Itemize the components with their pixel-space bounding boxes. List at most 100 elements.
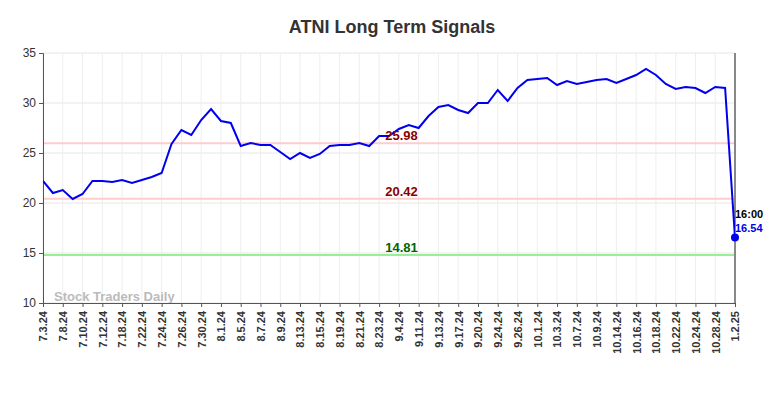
y-tick: 35 (23, 46, 43, 60)
grid-line (201, 53, 202, 303)
y-axis: 10 15 20 25 30 35 (23, 46, 44, 310)
x-tick: 9.17.24 (453, 303, 465, 348)
x-tick-label: 1.2.25 (729, 311, 741, 342)
x-tick-mark (597, 303, 598, 307)
x-tick: 8.15.24 (314, 303, 326, 348)
grid-line (379, 53, 380, 303)
x-tick: 9.26.24 (512, 303, 524, 348)
x-tick-label: 8.5.24 (235, 310, 247, 341)
x-tick: 1.2.25 (729, 303, 741, 342)
x-tick-label: 7.8.24 (57, 310, 69, 341)
grid-line (418, 53, 419, 303)
grid-line (458, 53, 459, 303)
x-tick-mark (715, 303, 716, 307)
grid (43, 53, 735, 303)
x-tick-mark (122, 303, 123, 307)
x-tick: 8.9.24 (275, 303, 287, 342)
x-tick: 9.24.24 (492, 303, 504, 348)
x-tick: 10.3.24 (551, 303, 563, 348)
title: ATNI Long Term Signals (289, 17, 495, 37)
grid-line (537, 53, 538, 303)
y-tick-label: 25 (23, 146, 37, 160)
last-time-label: 16:00 (735, 208, 763, 220)
y-tick-label: 30 (23, 96, 37, 110)
grid-line (319, 53, 320, 303)
x-tick: 8.23.24 (373, 303, 385, 348)
grid-line (43, 203, 735, 204)
x-tick-mark (557, 303, 558, 307)
x-tick-mark (735, 303, 736, 307)
x-tick-mark (458, 303, 459, 307)
x-tick: 10.22.24 (670, 303, 682, 354)
x-tick-mark (241, 303, 242, 307)
y-tick: 20 (23, 196, 43, 210)
watermark: Stock Traders Daily (54, 289, 175, 304)
x-tick: 9.4.24 (393, 303, 405, 342)
x-tick-label: 10.3.24 (551, 310, 563, 348)
grid-line (477, 53, 478, 303)
grid-line (43, 103, 735, 104)
x-tick-mark (656, 303, 657, 307)
x-tick-label: 9.4.24 (393, 310, 405, 341)
x-tick-mark (221, 303, 222, 307)
reference-lines (43, 143, 735, 255)
grid-line (300, 53, 301, 303)
x-tick-label: 7.24.24 (156, 310, 168, 348)
y-tick-mark (39, 253, 43, 254)
x-tick-label: 8.7.24 (255, 310, 267, 341)
grid-line (438, 53, 439, 303)
x-tick: 8.1.24 (215, 303, 227, 342)
x-tick-mark (83, 303, 84, 307)
x-tick-label: 10.7.24 (571, 310, 583, 348)
y-tick-mark (39, 103, 43, 104)
x-tick-mark (379, 303, 380, 307)
x-tick-mark (399, 303, 400, 307)
y-tick-mark (39, 153, 43, 154)
x-tick-label: 8.23.24 (373, 310, 385, 348)
x-tick: 10.1.24 (532, 303, 544, 348)
y-tick-label: 10 (23, 296, 37, 310)
x-tick-label: 8.9.24 (275, 310, 287, 341)
x-tick: 7.3.24 (37, 303, 49, 342)
grid-line (695, 53, 696, 303)
y-tick: 25 (23, 146, 43, 160)
x-tick-mark (162, 303, 163, 307)
x-axis-line (44, 304, 736, 308)
x-tick-label: 10.16.24 (630, 310, 642, 354)
grid-line (141, 53, 142, 303)
x-tick: 7.10.24 (77, 303, 89, 348)
y-tick: 15 (23, 246, 43, 260)
x-tick: 8.21.24 (354, 303, 366, 348)
grid-line (43, 153, 735, 154)
grid-line (398, 53, 399, 303)
y-tick: 10 (23, 296, 43, 310)
grid-line (220, 53, 221, 303)
x-tick-mark (419, 303, 420, 307)
grid-line (240, 53, 241, 303)
chart: Stock Traders Daily 7.3.24 7.8.24 7.10.24 7.… (0, 0, 784, 398)
x-tick-mark (518, 303, 519, 307)
x-tick-label: 7.22.24 (136, 310, 148, 348)
y-tick-mark (39, 303, 43, 304)
grid-line (43, 53, 735, 54)
x-tick-label: 8.19.24 (334, 310, 346, 348)
x-tick-mark (478, 303, 479, 307)
x-tick: 10.18.24 (650, 303, 662, 354)
reference-label: 20.42 (385, 184, 418, 199)
reference-label: 14.81 (385, 240, 418, 255)
y-tick-mark (39, 203, 43, 204)
x-tick: 10.7.24 (571, 303, 583, 348)
grid-line (576, 53, 577, 303)
x-tick-mark (63, 303, 64, 307)
last-value-label: 16.54 (735, 222, 763, 234)
x-tick: 10.16.24 (630, 303, 642, 354)
x-tick-mark (537, 303, 538, 307)
grid-line (675, 53, 676, 303)
x-tick: 10.14.24 (611, 303, 623, 354)
x-tick-mark (359, 303, 360, 307)
x-tick-label: 7.18.24 (116, 310, 128, 348)
x-tick-mark (102, 303, 103, 307)
x-tick-label: 10.14.24 (611, 310, 623, 354)
x-tick-label: 10.28.24 (710, 310, 722, 354)
x-tick-mark (142, 303, 143, 307)
